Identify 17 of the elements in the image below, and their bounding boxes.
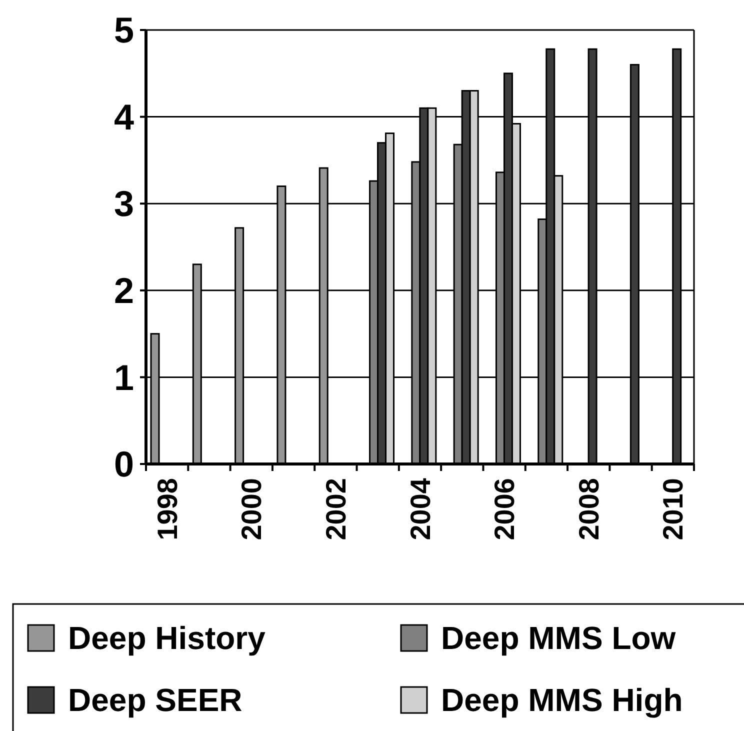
- x-tick-label: 1998: [152, 478, 183, 540]
- legend-label: Deep MMS Low: [441, 620, 676, 656]
- y-tick-label: 5: [114, 10, 134, 51]
- y-tick-label: 1: [114, 356, 134, 398]
- x-tick-label: 2000: [236, 478, 268, 540]
- legend-label: Deep SEER: [68, 682, 242, 718]
- x-tick-label: 2008: [573, 478, 604, 540]
- x-tick-label: 2010: [658, 478, 689, 540]
- y-tick-label: 3: [114, 183, 134, 224]
- x-tick-label: 2002: [320, 478, 352, 540]
- x-tick-label: 2006: [489, 478, 520, 540]
- y-tick-label: 4: [114, 96, 134, 138]
- legend-label: Deep History: [68, 620, 266, 656]
- x-tick-label: 2004: [404, 478, 436, 540]
- legend-label: Deep MMS High: [441, 682, 683, 718]
- y-tick-label: 2: [114, 270, 134, 311]
- y-tick-label: 0: [114, 444, 134, 485]
